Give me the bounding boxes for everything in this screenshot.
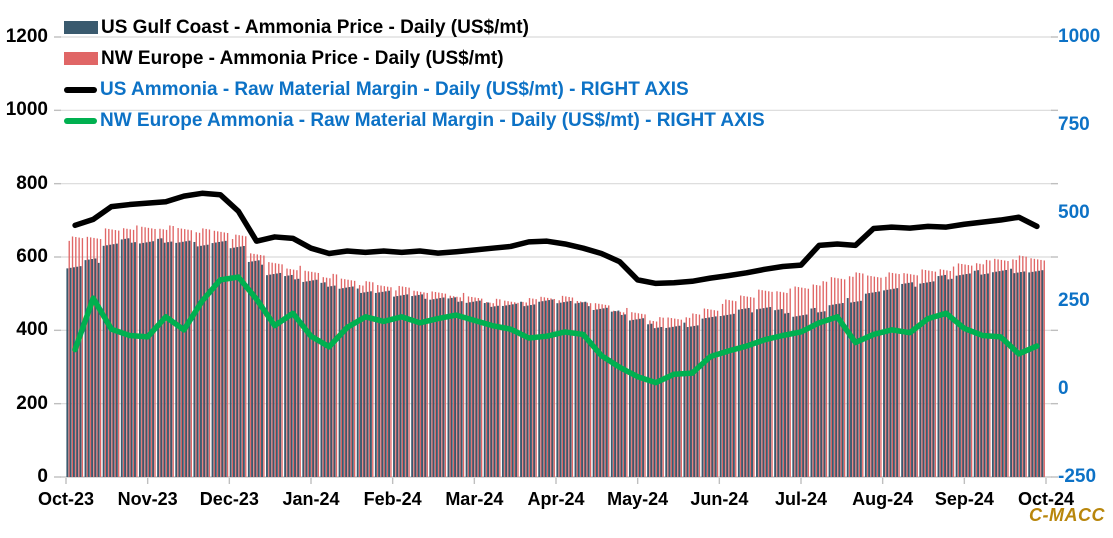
x-axis-month-label: May-24	[607, 489, 669, 509]
chart-legend: US Gulf Coast - Ammonia Price - Daily (U…	[64, 12, 765, 136]
left-axis-tick-label: 1200	[5, 26, 48, 47]
x-axis-month-label: Jun-24	[690, 489, 749, 509]
legend-item-us-price: US Gulf Coast - Ammonia Price - Daily (U…	[64, 12, 765, 43]
legend-label: US Ammonia - Raw Material Margin - Daily…	[100, 78, 689, 100]
right-axis-tick-label: 500	[1058, 202, 1090, 223]
nwe-price-swatch-icon	[64, 52, 98, 65]
x-axis-month-label: Feb-24	[363, 489, 422, 509]
x-axis-month-label: Oct-23	[37, 489, 95, 509]
right-axis-tick-label: -250	[1058, 466, 1097, 487]
right-axis-tick-label: 1000	[1058, 26, 1101, 47]
x-axis-month-label: Jan-24	[282, 489, 340, 509]
legend-item-nwe-price: NW Europe - Ammonia Price - Daily (US$/m…	[64, 43, 765, 74]
right-axis-tick-label: 0	[1058, 378, 1069, 399]
legend-label: US Gulf Coast - Ammonia Price - Daily (U…	[101, 16, 529, 38]
left-axis-tick-label: 600	[16, 246, 48, 267]
x-axis-month-label: Nov-23	[117, 489, 178, 509]
us-margin-swatch-icon	[64, 86, 97, 93]
cmacc-watermark: C-MACC	[1029, 505, 1105, 525]
us-price-swatch-icon	[64, 21, 98, 34]
left-axis-tick-label: 0	[37, 466, 48, 487]
legend-label: NW Europe Ammonia - Raw Material Margin …	[100, 109, 765, 131]
x-axis-month-label: Apr-24	[527, 489, 585, 509]
x-axis-month-label: Sep-24	[934, 489, 994, 509]
x-axis-month-label: Jul-24	[774, 489, 828, 509]
left-axis-tick-label: 200	[16, 392, 48, 414]
x-axis-month-label: Oct-24	[1017, 489, 1075, 509]
legend-label: NW Europe - Ammonia Price - Daily (US$/m…	[101, 47, 504, 69]
right-axis-tick-label: 250	[1058, 290, 1090, 311]
left-axis-tick-label: 800	[16, 172, 48, 194]
left-axis-tick-label: 1000	[5, 99, 48, 121]
x-axis-month-label: Aug-24	[852, 489, 914, 509]
right-axis-tick-label: 750	[1058, 114, 1090, 135]
nwe-margin-swatch-icon	[64, 117, 97, 124]
x-axis-month-label: Mar-24	[445, 489, 504, 509]
x-axis-month-label: Dec-23	[199, 489, 259, 509]
legend-item-us-margin: US Ammonia - Raw Material Margin - Daily…	[64, 74, 765, 105]
left-axis-tick-label: 400	[16, 319, 48, 341]
legend-item-nwe-margin: NW Europe Ammonia - Raw Material Margin …	[64, 105, 765, 136]
